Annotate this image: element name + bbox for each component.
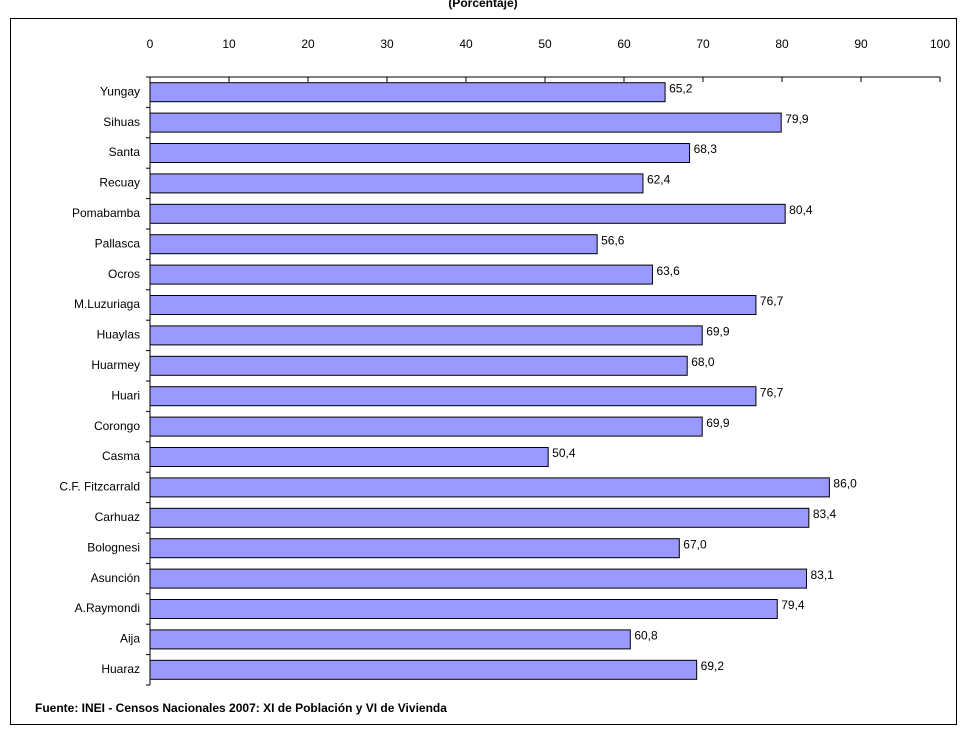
y-tick-label: C.F. Fitzcarrald <box>59 480 140 494</box>
bar <box>149 447 549 467</box>
y-tick-label: A.Raymondi <box>75 601 140 615</box>
y-tick-label: Carhuaz <box>95 510 140 524</box>
y-tick-label: Yungay <box>100 84 140 98</box>
y-tick-label: Recuay <box>99 176 140 190</box>
x-tick-label: 90 <box>854 37 868 51</box>
bar <box>149 629 631 650</box>
y-tick-label: Ocros <box>108 267 140 281</box>
value-label: 68,3 <box>694 142 718 156</box>
bar <box>149 143 691 163</box>
bar <box>149 538 680 559</box>
value-label: 69,9 <box>706 416 730 430</box>
bar <box>149 203 786 224</box>
y-tick-label: M.Luzuriaga <box>74 297 140 311</box>
bar <box>149 355 688 376</box>
x-tick-label: 30 <box>380 37 394 51</box>
bar <box>149 173 644 194</box>
bar <box>149 264 653 285</box>
bar <box>149 112 782 133</box>
bar <box>149 386 757 407</box>
value-label: 63,6 <box>656 264 680 278</box>
value-label: 68,0 <box>691 355 715 369</box>
bar <box>149 599 778 619</box>
x-tick-label: 50 <box>538 37 552 51</box>
y-tick-label: Huaraz <box>101 662 140 676</box>
bar <box>149 325 703 346</box>
y-tick-label: Sihuas <box>103 115 140 129</box>
y-tick-label: Casma <box>102 449 140 463</box>
y-tick-label: Huaylas <box>97 328 140 342</box>
value-label: 50,4 <box>552 446 576 460</box>
value-label: 67,0 <box>683 537 707 551</box>
bar <box>149 295 757 315</box>
bar <box>149 82 666 103</box>
value-label: 80,4 <box>789 203 813 217</box>
bar <box>149 507 810 528</box>
chart-subtitle: (Porcentaje) <box>448 0 517 10</box>
value-label: 83,1 <box>810 568 834 582</box>
x-tick-label: 0 <box>147 37 154 51</box>
value-label: 62,4 <box>647 173 671 187</box>
bar <box>149 477 830 498</box>
x-tick-label: 40 <box>459 37 473 51</box>
value-label: 69,2 <box>701 659 725 673</box>
x-tick-label: 10 <box>222 37 236 51</box>
bar <box>149 416 703 437</box>
value-label: 79,4 <box>781 598 805 612</box>
value-label: 65,2 <box>669 81 693 95</box>
value-label: 76,7 <box>760 385 784 399</box>
y-tick-label: Bolognesi <box>87 540 140 554</box>
y-tick-label: Corongo <box>94 419 140 433</box>
value-label: 83,4 <box>813 507 837 521</box>
value-label: 76,7 <box>760 294 784 308</box>
bar <box>149 659 698 680</box>
y-tick-label: Aija <box>120 632 140 646</box>
value-label: 69,9 <box>706 325 730 339</box>
bar <box>149 234 598 255</box>
source-note: Fuente: INEI - Censos Nacionales 2007: X… <box>35 701 447 715</box>
y-tick-label: Pomabamba <box>72 206 140 220</box>
x-tick-label: 70 <box>696 37 710 51</box>
y-tick-label: Asunción <box>91 571 140 585</box>
value-label: 86,0 <box>833 477 857 491</box>
x-tick-label: 100 <box>930 37 950 51</box>
x-tick-label: 80 <box>775 37 789 51</box>
x-tick-label: 60 <box>617 37 631 51</box>
value-label: 79,9 <box>785 112 809 126</box>
x-tick-label: 20 <box>301 37 315 51</box>
bar <box>149 568 807 589</box>
y-tick-label: Santa <box>109 145 141 159</box>
value-label: 60,8 <box>634 629 658 643</box>
y-tick-label: Huarmey <box>91 358 140 372</box>
value-label: 56,6 <box>601 233 625 247</box>
y-tick-label: Pallasca <box>95 236 141 250</box>
y-tick-label: Huari <box>111 388 140 402</box>
